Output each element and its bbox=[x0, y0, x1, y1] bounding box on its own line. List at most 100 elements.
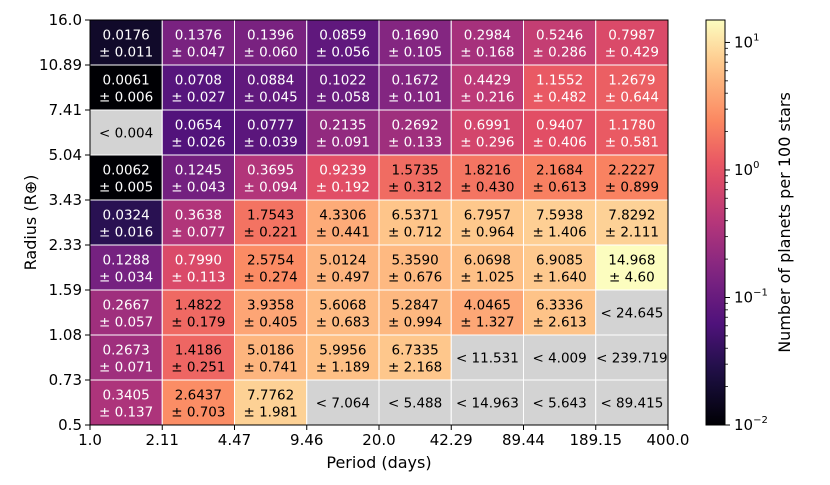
heatmap-cell bbox=[306, 244, 380, 291]
cell-value-label: 1.4186 bbox=[175, 343, 222, 359]
heatmap-cell bbox=[450, 64, 524, 111]
cell-value-label: 0.1288 bbox=[103, 253, 150, 269]
cell-error-label: ± 0.039 bbox=[243, 135, 297, 151]
heatmap-cell bbox=[378, 64, 452, 111]
cell-error-label: ± 0.430 bbox=[460, 180, 514, 196]
heatmap-cell bbox=[595, 379, 669, 426]
heatmap-cell bbox=[234, 199, 308, 246]
cell-value-label: 0.1672 bbox=[392, 73, 439, 89]
cell-limit-label: < 0.004 bbox=[99, 126, 153, 142]
cell-error-label: ± 1.327 bbox=[460, 315, 514, 331]
cell-value-label: 1.8216 bbox=[464, 163, 511, 179]
cell-error-label: ± 1.640 bbox=[532, 270, 586, 286]
cell-value-label: 0.7987 bbox=[608, 28, 655, 44]
heatmap-cell bbox=[306, 19, 380, 66]
cell-error-label: ± 0.296 bbox=[460, 135, 514, 151]
cell-error-label: ± 0.011 bbox=[99, 45, 153, 61]
heatmap-cell bbox=[89, 244, 163, 291]
cell-limit-label: < 14.963 bbox=[456, 396, 519, 412]
colorbar-tick-label: 100 bbox=[734, 160, 759, 179]
cell-value-label: 0.0176 bbox=[103, 28, 150, 44]
colorbar-label: Number of planets per 100 stars bbox=[775, 92, 794, 353]
cell-error-label: ± 0.581 bbox=[605, 135, 659, 151]
cell-error-label: ± 0.168 bbox=[460, 45, 514, 61]
cell-value-label: 0.1022 bbox=[319, 73, 366, 89]
cell-value-label: 0.3695 bbox=[247, 163, 294, 179]
x-tick-label: 2.11 bbox=[146, 431, 179, 449]
cell-limit-label: < 5.643 bbox=[532, 396, 586, 412]
colorbar: 10−2 10−1 100 101 bbox=[705, 19, 768, 434]
cell-value-label: 0.2673 bbox=[103, 343, 150, 359]
heatmap-cell bbox=[89, 154, 163, 201]
y-tick-label: 1.59 bbox=[49, 281, 82, 299]
cell-error-label: ± 0.034 bbox=[99, 270, 153, 286]
cell-error-label: ± 0.057 bbox=[99, 315, 153, 331]
cell-error-label: ± 0.071 bbox=[99, 360, 153, 376]
cell-value-label: 6.0698 bbox=[464, 253, 511, 269]
cell-value-label: 2.1684 bbox=[536, 163, 583, 179]
cell-error-label: ± 0.613 bbox=[532, 180, 586, 196]
cell-error-label: ± 2.613 bbox=[532, 315, 586, 331]
cell-error-label: ± 0.091 bbox=[316, 135, 370, 151]
cell-value-label: 1.4822 bbox=[175, 298, 222, 314]
cell-value-label: 6.7957 bbox=[464, 208, 511, 224]
cell-error-label: ± 0.406 bbox=[532, 135, 586, 151]
cell-error-label: ± 0.441 bbox=[316, 225, 370, 241]
cell-value-label: 0.6991 bbox=[464, 118, 511, 134]
cell-error-label: ± 1.981 bbox=[243, 405, 297, 421]
cell-value-label: 2.5754 bbox=[247, 253, 294, 269]
cell-error-label: ± 0.005 bbox=[99, 180, 153, 196]
cell-value-label: 7.7762 bbox=[247, 388, 294, 404]
heatmap-cell bbox=[89, 379, 163, 426]
cell-error-label: ± 0.644 bbox=[605, 90, 659, 106]
heatmap-cell bbox=[378, 19, 452, 66]
heatmap-cell bbox=[450, 109, 524, 156]
cell-limit-label: < 24.645 bbox=[600, 306, 663, 322]
heatmap-cell bbox=[595, 199, 669, 246]
heatmap-cell bbox=[161, 109, 235, 156]
cell-value-label: 0.4429 bbox=[464, 73, 511, 89]
cell-value-label: 5.0124 bbox=[319, 253, 366, 269]
cell-error-label: ± 0.251 bbox=[171, 360, 225, 376]
cell-value-label: 1.7543 bbox=[247, 208, 294, 224]
cell-value-label: 5.2847 bbox=[392, 298, 439, 314]
cell-error-label: ± 0.105 bbox=[388, 45, 442, 61]
cell-value-label: 2.6437 bbox=[175, 388, 222, 404]
colorbar-tick-label: 10−2 bbox=[734, 415, 768, 434]
cell-error-label: ± 0.712 bbox=[388, 225, 442, 241]
cell-error-label: ± 0.221 bbox=[243, 225, 297, 241]
cell-value-label: 1.2679 bbox=[608, 73, 655, 89]
cell-error-label: ± 0.026 bbox=[171, 135, 225, 151]
heatmap-cell bbox=[523, 154, 597, 201]
cell-error-label: ± 0.077 bbox=[171, 225, 225, 241]
heatmap-cell bbox=[306, 199, 380, 246]
cell-value-label: 0.9407 bbox=[536, 118, 583, 134]
cell-error-label: ± 0.429 bbox=[605, 45, 659, 61]
y-tick-label: 7.41 bbox=[49, 101, 82, 119]
heatmap-cell bbox=[234, 244, 308, 291]
cell-error-label: ± 0.043 bbox=[171, 180, 225, 196]
colorbar-tick-label: 10−1 bbox=[734, 287, 768, 306]
cell-value-label: 1.1552 bbox=[536, 73, 583, 89]
x-tick-label: 89.44 bbox=[502, 431, 545, 449]
y-tick-label: 2.33 bbox=[49, 236, 82, 254]
cell-value-label: 0.3405 bbox=[103, 388, 150, 404]
heatmap-cell bbox=[161, 334, 235, 381]
cell-limit-label: < 239.719 bbox=[596, 351, 667, 367]
cell-error-label: ± 0.101 bbox=[388, 90, 442, 106]
x-tick-label: 400.0 bbox=[647, 431, 690, 449]
cell-value-label: 0.7990 bbox=[175, 253, 222, 269]
heatmap-cell bbox=[306, 64, 380, 111]
cell-value-label: 0.1245 bbox=[175, 163, 222, 179]
cell-value-label: 0.0777 bbox=[247, 118, 294, 134]
heatmap-cell bbox=[161, 379, 235, 426]
heatmap-cell bbox=[306, 289, 380, 336]
cell-error-label: ± 0.274 bbox=[243, 270, 297, 286]
y-tick-label: 16.0 bbox=[49, 11, 82, 29]
cell-error-label: ± 0.045 bbox=[243, 90, 297, 106]
cell-value-label: 7.5938 bbox=[536, 208, 583, 224]
cell-value-label: 0.9239 bbox=[319, 163, 366, 179]
cell-error-label: ± 0.497 bbox=[316, 270, 370, 286]
x-tick-label: 4.47 bbox=[218, 431, 251, 449]
heatmap-cell bbox=[595, 334, 669, 381]
